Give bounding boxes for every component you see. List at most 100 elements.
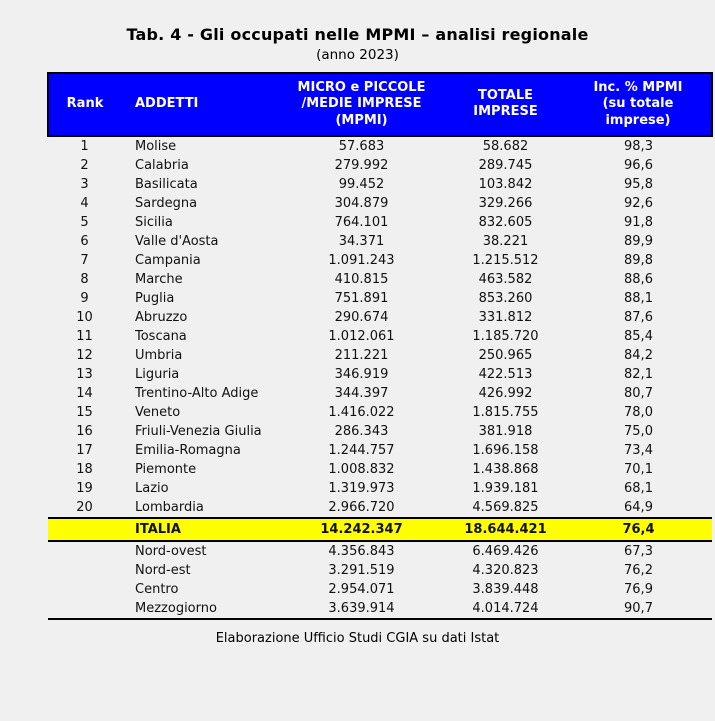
table-row: 3 Basilicata 99.452 103.842 95,8	[48, 175, 712, 194]
totale-cell: 4.320.823	[472, 562, 539, 578]
table-row: Mezzogiorno 3.639.914 4.014.724 90,7	[48, 598, 712, 620]
inc-cell: 91,8	[624, 214, 653, 230]
totale-cell: 6.469.426	[472, 543, 539, 559]
mpmi-table: Rank ADDETTI MICRO e PICCOLE /MEDIE IMPR…	[47, 72, 713, 620]
column-header-addetti: ADDETTI	[121, 72, 277, 137]
rank-cell: 14	[76, 385, 93, 401]
name-cell: Piemonte	[135, 461, 197, 477]
rank-cell: 19	[76, 480, 93, 496]
mpmi-cell: 3.639.914	[277, 598, 446, 620]
inc-cell: 84,2	[624, 347, 653, 363]
table-row: 5 Sicilia 764.101 832.605 91,8	[48, 213, 712, 232]
inc-cell: 70,1	[624, 461, 653, 477]
mpmi-cell: 57.683	[338, 138, 385, 154]
mpmi-cell: 1.008.832	[328, 461, 395, 477]
inc-cell: 95,8	[624, 176, 653, 192]
column-header-rank: Rank	[47, 72, 121, 137]
table-row: 18 Piemonte 1.008.832 1.438.868 70,1	[48, 460, 712, 479]
totale-cell: 463.582	[478, 271, 533, 287]
totale-cell: 329.266	[478, 195, 533, 211]
totale-cell: 832.605	[478, 214, 533, 230]
name-cell: Emilia-Romagna	[135, 442, 241, 458]
rank-cell	[48, 561, 121, 580]
mpmi-cell: 14.242.347	[277, 516, 446, 542]
inc-cell: 89,8	[624, 252, 653, 268]
inc-cell: 73,4	[624, 442, 653, 458]
name-cell: Toscana	[135, 328, 187, 344]
mpmi-cell: 1.091.243	[328, 252, 395, 268]
inc-cell: 98,3	[624, 138, 653, 154]
mpmi-cell: 99.452	[338, 176, 385, 192]
totale-cell: 1.438.868	[472, 461, 539, 477]
totale-cell: 250.965	[478, 347, 533, 363]
name-cell: Nord-est	[135, 562, 191, 578]
mpmi-cell: 764.101	[334, 214, 389, 230]
table-header: Rank ADDETTI MICRO e PICCOLE /MEDIE IMPR…	[47, 72, 713, 137]
name-cell: Nord-ovest	[135, 543, 207, 559]
name-cell: Molise	[135, 138, 177, 154]
name-cell: Basilicata	[135, 176, 198, 192]
rank-cell: 9	[80, 290, 89, 306]
mpmi-cell: 346.919	[334, 366, 389, 382]
name-cell: Lombardia	[135, 499, 204, 515]
mpmi-cell: 1.012.061	[328, 328, 395, 344]
inc-cell: 76,9	[624, 581, 653, 597]
inc-cell: 92,6	[624, 195, 653, 211]
mpmi-cell: 410.815	[334, 271, 389, 287]
mpmi-cell: 2.966.720	[328, 499, 395, 515]
mpmi-cell: 344.397	[334, 385, 389, 401]
totale-cell: 1.939.181	[472, 480, 539, 496]
mpmi-cell: 34.371	[338, 233, 385, 249]
table-row: 15 Veneto 1.416.022 1.815.755 78,0	[48, 403, 712, 422]
table-row: 4 Sardegna 304.879 329.266 92,6	[48, 194, 712, 213]
table-row: 19 Lazio 1.319.973 1.939.181 68,1	[48, 479, 712, 498]
name-cell: Abruzzo	[135, 309, 188, 325]
rank-cell	[48, 541, 121, 561]
rank-cell: 16	[76, 423, 93, 439]
inc-cell: 87,6	[624, 309, 653, 325]
totale-cell: 18.644.421	[446, 516, 565, 542]
totale-cell: 4.569.825	[472, 499, 539, 515]
table-row: 20 Lombardia 2.966.720 4.569.825 64,9	[48, 498, 712, 518]
rank-cell	[48, 598, 121, 620]
totale-cell: 38.221	[482, 233, 529, 249]
inc-cell: 89,9	[624, 233, 653, 249]
inc-cell: 85,4	[624, 328, 653, 344]
rank-cell: 2	[80, 157, 89, 173]
name-cell: Lazio	[135, 480, 169, 496]
table-row: 7 Campania 1.091.243 1.215.512 89,8	[48, 251, 712, 270]
rank-cell: 3	[80, 176, 89, 192]
table-row: 16 Friuli-Venezia Giulia 286.343 381.918 75,…	[48, 422, 712, 441]
page-subtitle: (anno 2023)	[316, 47, 399, 63]
table-row: 10 Abruzzo 290.674 331.812 87,6	[48, 308, 712, 327]
table-row: 17 Emilia-Romagna 1.244.757 1.696.158 73,4	[48, 441, 712, 460]
name-cell: ITALIA	[121, 516, 277, 542]
name-cell: Calabria	[135, 157, 189, 173]
mpmi-cell: 304.879	[334, 195, 389, 211]
rank-cell: 15	[76, 404, 93, 420]
name-cell: Puglia	[135, 290, 175, 306]
name-cell: Trentino-Alto Adige	[135, 385, 259, 401]
table-row: 6 Valle d'Aosta 34.371 38.221 89,9	[48, 232, 712, 251]
table-row: Centro 2.954.071 3.839.448 76,9	[48, 580, 712, 599]
mpmi-cell: 2.954.071	[328, 581, 395, 597]
table-row: Nord-est 3.291.519 4.320.823 76,2	[48, 561, 712, 580]
mpmi-cell: 286.343	[334, 423, 389, 439]
rank-cell	[48, 580, 121, 599]
inc-cell: 75,0	[624, 423, 653, 439]
totale-cell: 1.215.512	[472, 252, 539, 268]
inc-cell: 67,3	[624, 543, 653, 559]
name-cell: Marche	[135, 271, 183, 287]
rank-cell: 6	[80, 233, 89, 249]
table-row: 13 Liguria 346.919 422.513 82,1	[48, 365, 712, 384]
rank-cell: 5	[80, 214, 89, 230]
table-row: 8 Marche 410.815 463.582 88,6	[48, 270, 712, 289]
rank-cell: 11	[76, 328, 93, 344]
mpmi-cell: 279.992	[334, 157, 389, 173]
name-cell: Sicilia	[135, 214, 173, 230]
name-cell: Liguria	[135, 366, 180, 382]
totale-cell: 331.812	[478, 309, 533, 325]
mpmi-cell: 1.319.973	[328, 480, 395, 496]
inc-cell: 82,1	[624, 366, 653, 382]
name-cell: Campania	[135, 252, 201, 268]
